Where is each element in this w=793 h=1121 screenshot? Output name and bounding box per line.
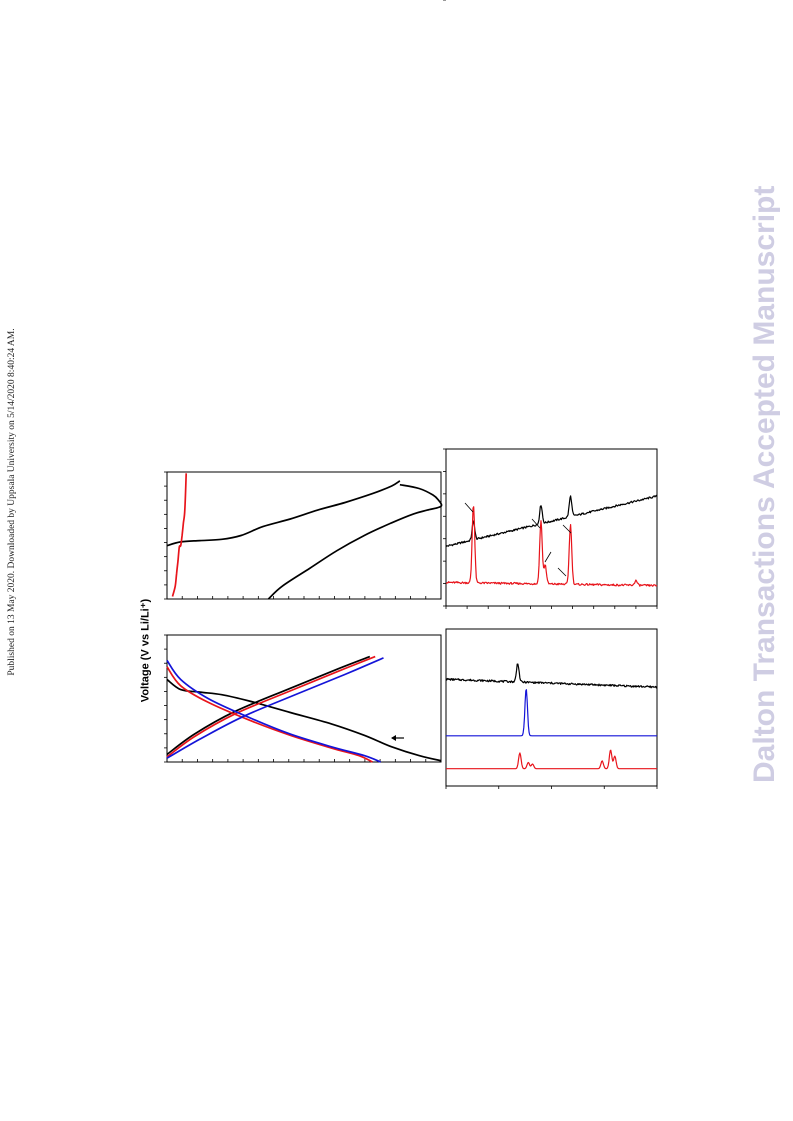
diffraction-pattern-black bbox=[446, 663, 658, 689]
diffraction-panel-upper bbox=[443, 448, 658, 609]
voltage-panel-upper bbox=[164, 471, 443, 600]
diffraction-pattern-red bbox=[446, 506, 658, 587]
voltage-panel-lower bbox=[164, 634, 442, 763]
plot-frame bbox=[166, 471, 442, 600]
diffraction-pattern-blue bbox=[446, 689, 657, 737]
arrow-head bbox=[391, 735, 396, 741]
peak-marker bbox=[464, 502, 474, 513]
voltage-curve-blue bbox=[166, 659, 382, 763]
plot-frame bbox=[445, 628, 658, 787]
voltage-curve-black bbox=[267, 483, 443, 600]
diffraction-pattern-black bbox=[445, 494, 658, 548]
peak-marker bbox=[562, 524, 572, 534]
voltage-curve-red bbox=[171, 473, 188, 597]
diffraction-panel-lower bbox=[443, 0, 658, 789]
voltage-curve-black bbox=[166, 678, 442, 762]
voltage-curve-red bbox=[166, 655, 376, 758]
peak-marker bbox=[544, 551, 552, 563]
annotation-marks bbox=[391, 502, 572, 741]
peak-marker bbox=[557, 567, 567, 577]
voltage-curve-black bbox=[166, 655, 371, 756]
voltage-curve-blue bbox=[166, 657, 384, 759]
peak-marker bbox=[531, 518, 541, 529]
voltage-curve-red bbox=[166, 666, 373, 763]
voltage-curve-black bbox=[166, 480, 401, 547]
diffraction-pattern-red bbox=[446, 749, 657, 770]
